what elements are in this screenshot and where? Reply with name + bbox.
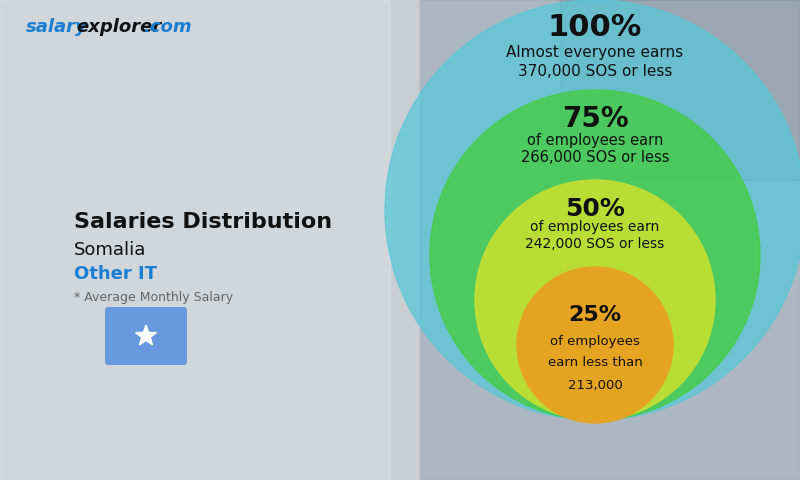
Circle shape [385,0,800,420]
Text: earn less than: earn less than [548,356,642,369]
Bar [420,0,800,480]
Text: explorer: explorer [76,18,162,36]
Text: of employees earn: of employees earn [530,220,660,235]
Text: * Average Monthly Salary: * Average Monthly Salary [74,291,233,304]
Text: 25%: 25% [569,305,622,325]
Text: 50%: 50% [565,196,625,220]
Bar [0,0,420,480]
Bar [0,0,390,480]
Text: salary: salary [26,18,88,36]
Polygon shape [135,325,157,345]
Text: 75%: 75% [562,105,628,133]
Text: .com: .com [143,18,192,36]
Text: Salaries Distribution: Salaries Distribution [74,212,332,232]
Text: 266,000 SOS or less: 266,000 SOS or less [521,151,670,166]
FancyBboxPatch shape [105,307,187,365]
Text: Somalia: Somalia [74,241,146,259]
Text: of employees earn: of employees earn [527,133,663,148]
Text: 213,000: 213,000 [568,379,622,392]
Circle shape [475,180,715,420]
Circle shape [517,267,673,423]
Circle shape [430,90,760,420]
Text: 242,000 SOS or less: 242,000 SOS or less [526,237,665,251]
Text: of employees: of employees [550,335,640,348]
Bar [560,0,800,180]
Text: Almost everyone earns: Almost everyone earns [506,46,683,60]
Text: 100%: 100% [548,12,642,41]
Text: Other IT: Other IT [74,265,157,283]
Text: 370,000 SOS or less: 370,000 SOS or less [518,63,672,79]
